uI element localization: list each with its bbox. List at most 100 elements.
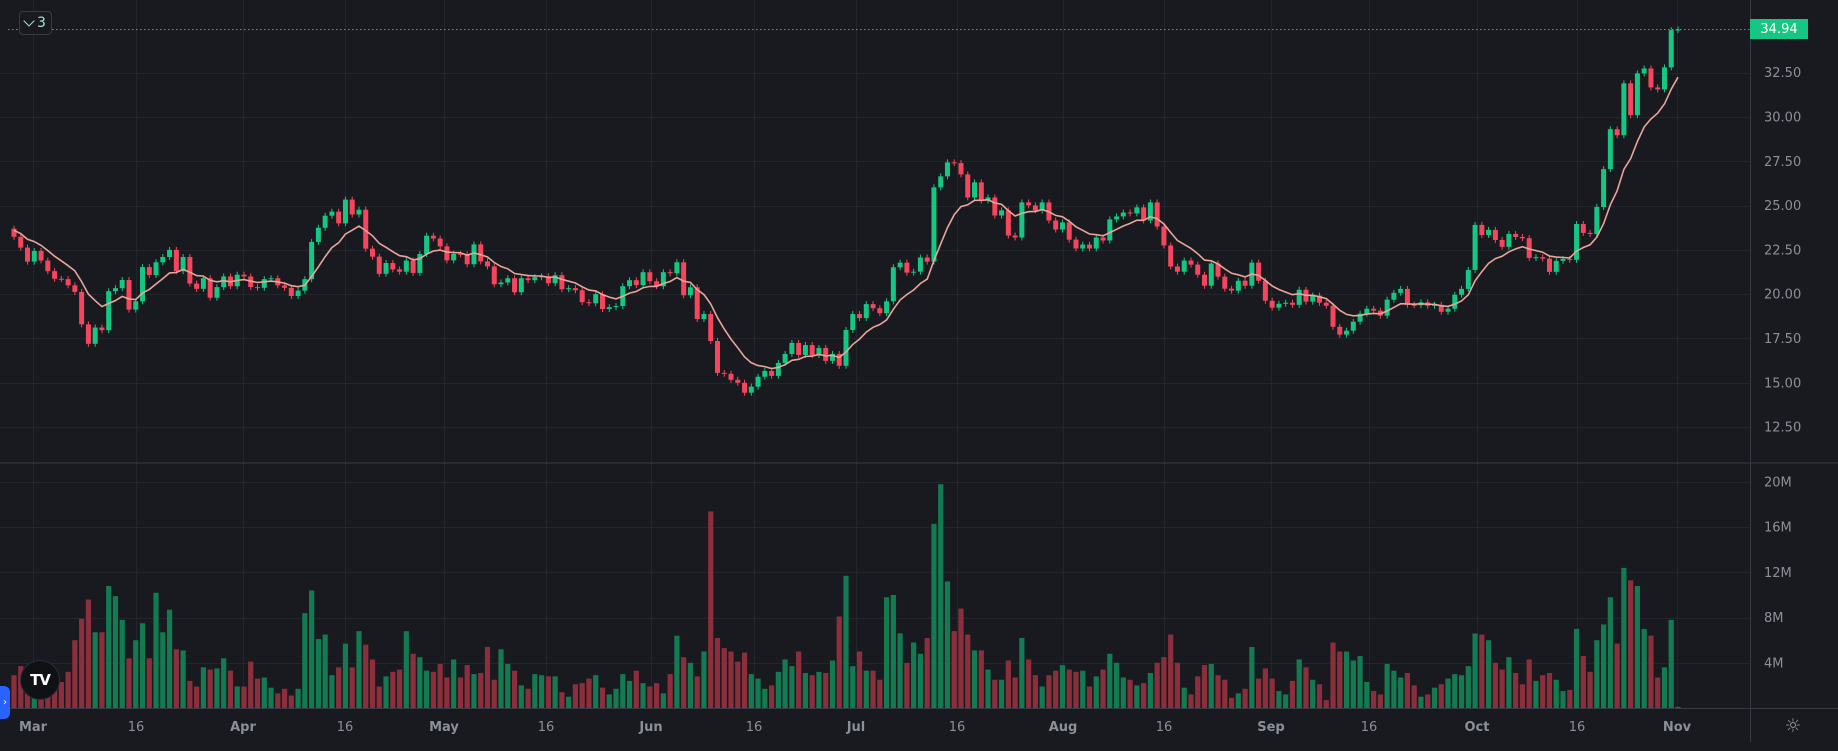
volume-bar (829, 660, 836, 708)
candle (1181, 260, 1187, 272)
price-tick-label: 32.50 (1764, 66, 1801, 81)
volume-bar (572, 684, 579, 708)
candle (58, 278, 64, 280)
candle (904, 262, 910, 273)
candle (282, 285, 288, 288)
price-tick-label: 17.50 (1764, 332, 1801, 347)
candle (484, 261, 490, 267)
volume-bar (1573, 628, 1580, 708)
volume-bar (951, 631, 957, 708)
candle (1222, 276, 1228, 289)
candle (911, 271, 917, 273)
volume-bar (119, 619, 125, 708)
candle (809, 345, 815, 355)
candle (1513, 233, 1519, 237)
settings-icon[interactable]: ☼ (1784, 715, 1802, 737)
candle (309, 241, 315, 280)
candle (674, 262, 680, 274)
candle (1256, 262, 1262, 281)
candle (1174, 266, 1180, 272)
volume-bar (559, 692, 565, 708)
volume-bar (1411, 685, 1417, 708)
expand-panel-tab[interactable]: › (0, 686, 10, 719)
candle (471, 244, 477, 265)
volume-bar (126, 658, 132, 708)
candle (890, 267, 896, 302)
volume-bar (295, 688, 301, 708)
price-tick-label: 30.00 (1764, 111, 1801, 126)
volume-bar (1310, 679, 1316, 708)
candle (512, 278, 518, 293)
volume-bars (11, 484, 1681, 708)
candle (38, 250, 44, 261)
volume-bar (1587, 671, 1593, 708)
volume-bar (620, 674, 626, 708)
volume-bar (735, 661, 741, 708)
tradingview-logo[interactable]: TV (20, 660, 60, 700)
volume-bar (1059, 665, 1066, 708)
candle (31, 250, 37, 262)
volume-bar (336, 667, 342, 708)
candle (1364, 308, 1370, 314)
volume-bar (728, 651, 734, 708)
volume-bar (1228, 697, 1235, 708)
candle (1059, 222, 1065, 230)
candle (884, 301, 890, 314)
candle (268, 278, 274, 280)
candle (1202, 274, 1208, 286)
volume-bar (241, 686, 247, 708)
candle (187, 256, 193, 284)
volume-bar (1567, 689, 1573, 708)
candle (146, 267, 152, 276)
volume-bar (1073, 671, 1079, 708)
volume-bar (99, 632, 105, 708)
candle (322, 215, 328, 228)
volume-bar (714, 637, 721, 708)
volume-bar (1120, 677, 1126, 708)
volume-bar (1316, 684, 1323, 708)
volume-bar (782, 659, 788, 708)
time-axis[interactable]: Mar 16 Apr 16 May 16 Jun 16 Jul 16 Aug 16 Sep 16 Oct 16… (19, 720, 1692, 735)
candle (1019, 202, 1025, 238)
volume-bar (809, 675, 815, 708)
price-tick-label: 12.50 (1764, 421, 1801, 436)
candle (647, 272, 653, 282)
candle (714, 340, 720, 373)
candle (863, 304, 869, 319)
volume-bar (160, 632, 166, 708)
candle (775, 362, 781, 376)
volume-bar (1486, 640, 1492, 708)
price-axis[interactable]: 32.50 30.00 27.50 25.00 22.50 20.00 17.50 15.00… (1764, 66, 1801, 435)
volume-bar (1621, 567, 1627, 708)
volume-bar (1032, 675, 1038, 708)
volume-bar (1661, 667, 1668, 708)
volume-bar (1012, 677, 1018, 708)
volume-bar (1438, 684, 1444, 708)
candle (1269, 300, 1275, 308)
volume-bar (1303, 667, 1309, 708)
volume-bar (505, 663, 511, 708)
volume-bar (566, 696, 572, 708)
volume-bar (1181, 687, 1187, 708)
candle (45, 260, 51, 272)
volume-bar (667, 674, 673, 708)
volume-bar (1168, 634, 1174, 708)
volume-bar (1560, 691, 1566, 708)
candle (1438, 304, 1444, 312)
time-tick-label: 16 (1156, 720, 1173, 735)
candle (1127, 212, 1133, 214)
volume-bar (518, 685, 524, 708)
candle (613, 306, 619, 308)
volume-bar (883, 597, 890, 708)
volume-bar (1418, 696, 1424, 708)
volume-bar (369, 659, 376, 708)
candle (1323, 302, 1329, 306)
time-tick-label: 16 (538, 720, 555, 735)
candle (579, 290, 585, 303)
candle (1404, 288, 1410, 305)
volume-axis[interactable]: 20M 16M 12M 8M 4M (1764, 476, 1792, 672)
indicators-collapse-button[interactable]: 3 (19, 11, 52, 35)
volume-bar (1222, 679, 1228, 708)
volume-bar (471, 674, 477, 708)
